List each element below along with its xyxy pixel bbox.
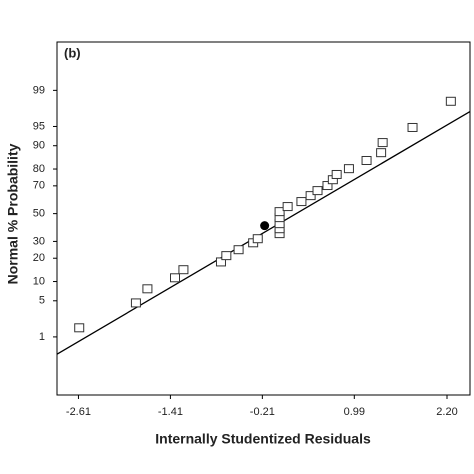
- data-point: [221, 251, 232, 261]
- data-point: [274, 207, 285, 217]
- highlight-point: [260, 221, 270, 231]
- y-tick-label: 99: [33, 84, 45, 96]
- panel-label: (b): [64, 45, 81, 60]
- x-tick-label: 2.20: [436, 406, 457, 418]
- data-point: [130, 298, 141, 308]
- data-point: [178, 265, 189, 275]
- y-tick-label: 5: [39, 295, 45, 307]
- data-point: [74, 323, 85, 333]
- data-point: [361, 155, 372, 165]
- data-point: [322, 181, 333, 191]
- x-tick-label: -2.61: [66, 406, 91, 418]
- y-tick-label: 90: [33, 140, 45, 152]
- data-point: [233, 245, 244, 255]
- data-point: [331, 169, 342, 179]
- x-tick-label: -0.21: [250, 406, 275, 418]
- data-point: [252, 234, 263, 244]
- data-point: [142, 284, 153, 294]
- y-tick-label: 50: [33, 208, 45, 220]
- y-axis-label: Normal % Probability: [5, 143, 21, 284]
- data-point: [282, 202, 293, 212]
- x-tick-label: 0.99: [344, 406, 365, 418]
- data-point: [376, 148, 387, 158]
- y-tick-label: 95: [33, 120, 45, 132]
- data-point: [407, 122, 418, 132]
- y-tick-label: 10: [33, 275, 45, 287]
- data-point: [343, 164, 354, 174]
- y-tick-label: 1: [39, 331, 45, 343]
- fit-line: [56, 110, 471, 355]
- x-tick-label: -1.41: [158, 406, 183, 418]
- data-point: [445, 96, 456, 106]
- y-tick-label: 20: [33, 252, 45, 264]
- y-tick-label: 80: [33, 163, 45, 175]
- data-point: [296, 197, 307, 207]
- data-point: [215, 257, 226, 267]
- data-point: [377, 138, 388, 148]
- y-tick-label: 30: [33, 235, 45, 247]
- plot-frame: [56, 41, 471, 396]
- data-point: [312, 186, 323, 196]
- y-tick-label: 70: [33, 180, 45, 192]
- x-axis-label: Internally Studentized Residuals: [155, 431, 371, 447]
- data-point: [170, 273, 180, 283]
- data-point: [305, 191, 316, 201]
